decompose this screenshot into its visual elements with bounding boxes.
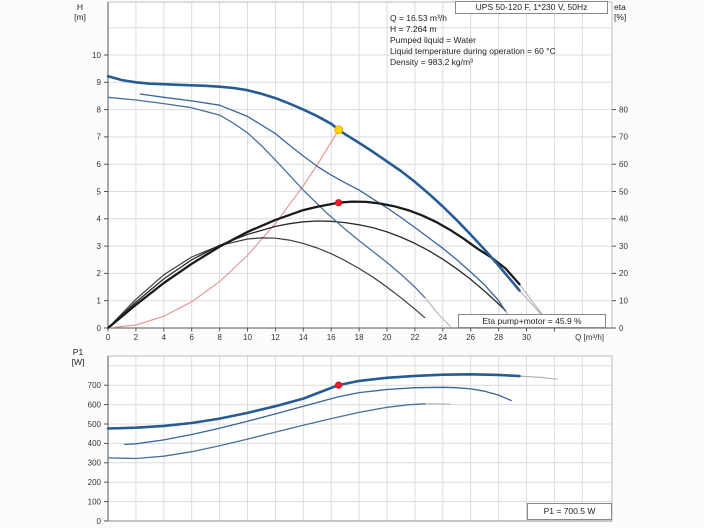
eta-tick-label: 20 <box>619 269 628 278</box>
y-tick-label: 100 <box>88 497 102 506</box>
x-tick-label: 18 <box>355 333 364 342</box>
x-tick-label: 8 <box>217 333 222 342</box>
y-tick-label: 3 <box>97 242 102 251</box>
annotation-density: Density = 983.2 kg/m³ <box>390 57 473 67</box>
x-tick-label: 16 <box>327 333 336 342</box>
eta-result-box: Eta pump+motor = 45.9 % <box>458 314 606 328</box>
annotation-liquid: Pumped liquid = Water <box>390 35 476 45</box>
eta-tick-label: 80 <box>619 105 628 114</box>
x-tick-label: 4 <box>162 333 167 342</box>
y-tick-label: 5 <box>97 187 102 196</box>
pump-title-box: UPS 50-120 F, 1*230 V, 50Hz <box>455 1 608 14</box>
annotation-flow: Q = 16.53 m³/h <box>390 13 447 23</box>
eta-tick-label: 40 <box>619 215 628 224</box>
eta-tick-label: 50 <box>619 187 628 196</box>
y-tick-label: 9 <box>97 78 102 87</box>
y-tick-label: 10 <box>92 51 101 60</box>
y-tick-label: 400 <box>88 439 102 448</box>
x-tick-label: 30 <box>522 333 531 342</box>
p1-result-box: P1 = 700.5 W <box>527 503 612 520</box>
x-tick-label: 20 <box>383 333 392 342</box>
x-tick-label: 12 <box>271 333 280 342</box>
series-eta-speed3 <box>106 200 521 330</box>
series-qh-speed3 <box>106 75 521 292</box>
x-tick-label: 14 <box>299 333 308 342</box>
x-tick-label: 22 <box>410 333 419 342</box>
eta-point-marker[interactable] <box>334 199 343 207</box>
eta-tick-label: 60 <box>619 160 628 169</box>
h-axis-label-line1: H <box>76 2 84 12</box>
eta-tick-label: 0 <box>619 324 624 333</box>
y-tick-label: 200 <box>88 478 102 487</box>
series-p1-speed3 <box>106 373 521 430</box>
eta-axis-label: eta [%] <box>614 2 644 22</box>
eta-tick-label: 30 <box>619 242 628 251</box>
y-tick-label: 7 <box>97 133 102 142</box>
x-tick-label: 28 <box>494 333 503 342</box>
series-qh-speed1 <box>107 96 426 299</box>
y-tick-label: 1 <box>97 297 102 306</box>
y-tick-label: 300 <box>88 459 102 468</box>
y-tick-label: 500 <box>88 420 102 429</box>
y-tick-label: 600 <box>88 400 102 409</box>
eta-axis-label-line2: [%] <box>614 12 627 22</box>
series-qh-speed2 <box>139 93 507 312</box>
eta-axis-label-line1: eta <box>614 2 626 12</box>
series-eta-speed2 <box>107 220 507 329</box>
p1-axis-label-line2: [W] <box>71 357 85 367</box>
y-tick-label: 8 <box>97 105 102 114</box>
series-p1-speed1 <box>107 403 426 460</box>
operating-conditions-annotation: Q = 16.53 m³/h H = 7.264 m Pumped liquid… <box>390 13 556 68</box>
x-tick-label: 0 <box>106 333 111 342</box>
y-tick-label: 0 <box>97 324 102 333</box>
annotation-head: H = 7.264 m <box>390 24 437 34</box>
eta-tick-label: 70 <box>619 133 628 142</box>
y-tick-label: 4 <box>97 215 102 224</box>
series-system-curve <box>107 129 340 329</box>
h-axis-label: H [m] <box>62 2 98 22</box>
y-tick-label: 700 <box>88 381 102 390</box>
y-tick-label: 0 <box>97 517 102 526</box>
x-tick-label: 10 <box>243 333 252 342</box>
series-eta-speed1 <box>107 237 426 329</box>
annotation-temperature: Liquid temperature during operation = 60… <box>390 46 556 56</box>
y-tick-label: 2 <box>97 269 102 278</box>
p1-point-marker[interactable] <box>334 381 343 389</box>
x-tick-label: 24 <box>438 333 447 342</box>
series-p1-speed3-gray-tail <box>518 375 558 380</box>
q-axis-label: Q [m³/h] <box>575 333 604 342</box>
h-axis-label-line2: [m] <box>74 12 86 22</box>
series-p1-speed2 <box>124 386 512 446</box>
eta-tick-label: 10 <box>619 297 628 306</box>
duty-point-marker[interactable] <box>334 125 343 135</box>
x-tick-label: 6 <box>189 333 194 342</box>
p1-axis-label: P1 [W] <box>58 347 98 367</box>
x-tick-label: 2 <box>134 333 139 342</box>
x-tick-label: 26 <box>466 333 475 342</box>
y-tick-label: 6 <box>97 160 102 169</box>
p1-axis-label-line1: P1 <box>72 347 84 357</box>
series-qh-speed1-gray-tail <box>424 296 452 328</box>
